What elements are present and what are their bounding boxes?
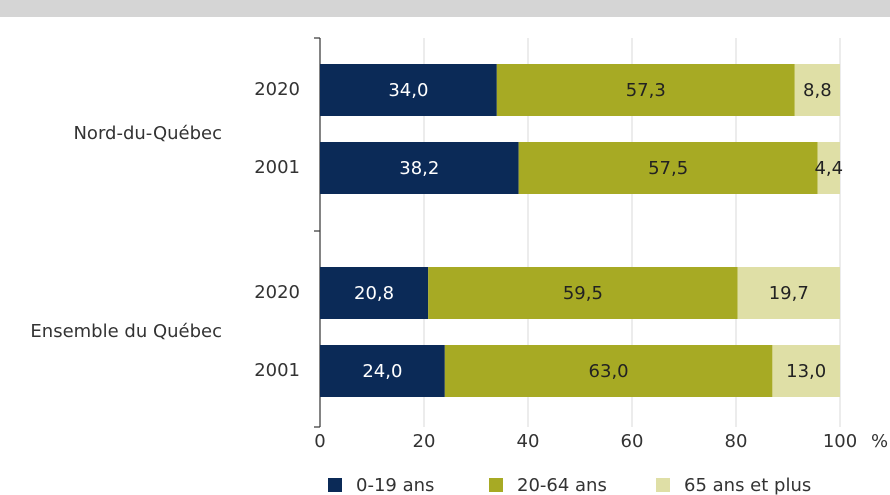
data-label: 13,0 [786,361,826,382]
x-tick-label: 40 [517,431,540,452]
legend-label: 0-19 ans [356,475,434,495]
x-tick-label: 20 [413,431,436,452]
year-label: 2001 [254,360,300,381]
legend-swatch [656,478,670,492]
bar-segment [772,345,840,397]
bar-segment [518,142,818,194]
bar-segment [320,64,497,116]
x-unit-label: % [871,431,888,452]
year-label: 2020 [254,282,300,303]
bar-segment [496,64,795,116]
data-label: 34,0 [388,80,428,101]
data-label: 20,8 [354,283,394,304]
bar-segment [794,64,840,116]
bar-segment [320,267,429,319]
bar-segment [737,267,840,319]
header-bar [0,0,890,17]
legend-label: 65 ans et plus [684,475,811,495]
data-label: 19,7 [769,283,809,304]
legend-swatch [489,478,503,492]
bar-segment [320,142,519,194]
x-tick-label: 100 [823,431,857,452]
data-label: 63,0 [589,361,629,382]
data-label: 38,2 [399,158,439,179]
group-label: Nord-du-Québec [73,123,222,144]
x-tick-label: 60 [621,431,644,452]
data-label: 4,4 [814,158,843,179]
year-label: 2001 [254,157,300,178]
legend-swatch [328,478,342,492]
data-label: 8,8 [803,80,832,101]
x-tick-label: 80 [725,431,748,452]
group-label: Ensemble du Québec [30,321,222,342]
bar-segment [428,267,738,319]
data-label: 57,3 [626,80,666,101]
bar-segment [817,142,840,194]
year-label: 2020 [254,79,300,100]
x-tick-label: 0 [314,431,325,452]
legend-label: 20-64 ans [517,475,607,495]
data-label: 24,0 [362,361,402,382]
data-label: 59,5 [563,283,603,304]
bar-segment [320,345,445,397]
bar-segment [444,345,773,397]
data-label: 57,5 [648,158,688,179]
